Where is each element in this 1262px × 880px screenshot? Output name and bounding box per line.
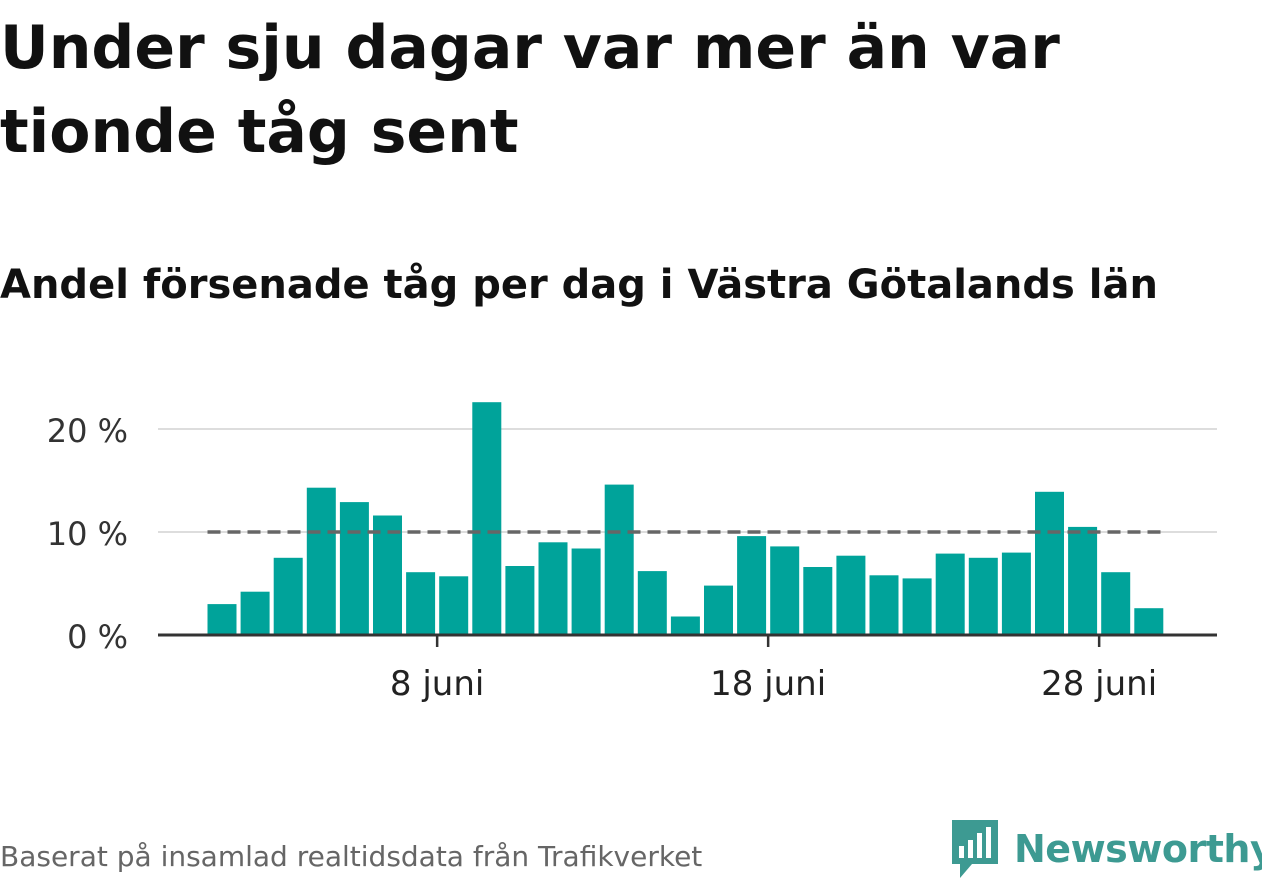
bar bbox=[704, 585, 733, 635]
bar bbox=[670, 616, 700, 635]
bar bbox=[803, 567, 833, 635]
x-tick-label: 18 juni bbox=[710, 664, 826, 704]
bar bbox=[770, 546, 800, 635]
newsworthy-logo: Newsworthy bbox=[950, 818, 1262, 880]
y-tick-label: 10 % bbox=[47, 515, 128, 553]
bar bbox=[1101, 572, 1131, 635]
bar bbox=[339, 502, 369, 635]
bar bbox=[1001, 552, 1031, 635]
bar bbox=[1134, 608, 1164, 635]
bar bbox=[869, 575, 899, 635]
bar bbox=[604, 484, 634, 635]
bar bbox=[836, 555, 866, 635]
chart-subtitle: Andel försenade tåg per dag i Västra Göt… bbox=[0, 262, 1158, 308]
x-tick-label: 8 juni bbox=[390, 664, 484, 704]
bar bbox=[306, 487, 336, 635]
bar bbox=[737, 536, 767, 635]
x-tick-label: 28 juni bbox=[1041, 664, 1157, 704]
newsworthy-logo-text: Newsworthy bbox=[1014, 827, 1262, 871]
y-tick-label: 0 % bbox=[67, 618, 128, 656]
bar bbox=[439, 576, 469, 635]
bar bbox=[240, 591, 270, 635]
bar bbox=[935, 553, 965, 635]
y-tick-label: 20 % bbox=[47, 412, 128, 450]
bar bbox=[472, 402, 502, 635]
bar bbox=[538, 542, 568, 635]
chart-title: Under sju dagar var mer än var tionde tå… bbox=[0, 13, 1060, 167]
newsworthy-logo-icon bbox=[952, 820, 998, 878]
bar bbox=[1068, 526, 1098, 635]
bar bbox=[373, 515, 402, 635]
bar bbox=[505, 566, 535, 635]
bar-chart: 0 % 10 % 20 % 8 juni 18 juni 28 juni bbox=[47, 402, 1217, 704]
bar bbox=[902, 578, 932, 635]
bar bbox=[273, 557, 303, 636]
source-note: Baserat på insamlad realtidsdata från Tr… bbox=[0, 840, 703, 873]
bar bbox=[571, 548, 601, 635]
bar bbox=[207, 604, 237, 635]
bar bbox=[968, 557, 998, 636]
bar bbox=[1035, 491, 1064, 635]
bar bbox=[406, 572, 436, 635]
bar bbox=[637, 571, 667, 635]
